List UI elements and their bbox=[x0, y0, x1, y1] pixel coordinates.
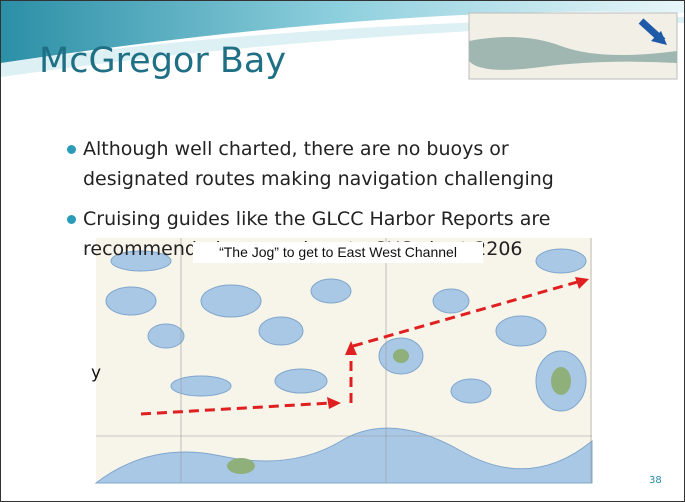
slide-title: McGregor Bay bbox=[39, 41, 286, 81]
chart-map bbox=[96, 238, 592, 483]
page-number: 38 bbox=[649, 475, 662, 486]
bullet: Although well charted, there are no buoy… bbox=[67, 134, 587, 194]
header-map-inset bbox=[469, 13, 677, 79]
map-edge-text: y bbox=[91, 363, 101, 383]
slide: McGregor Bay Although well charted, ther… bbox=[0, 0, 685, 502]
map-caption: “The Jog” to get to East West Channel bbox=[193, 242, 483, 263]
